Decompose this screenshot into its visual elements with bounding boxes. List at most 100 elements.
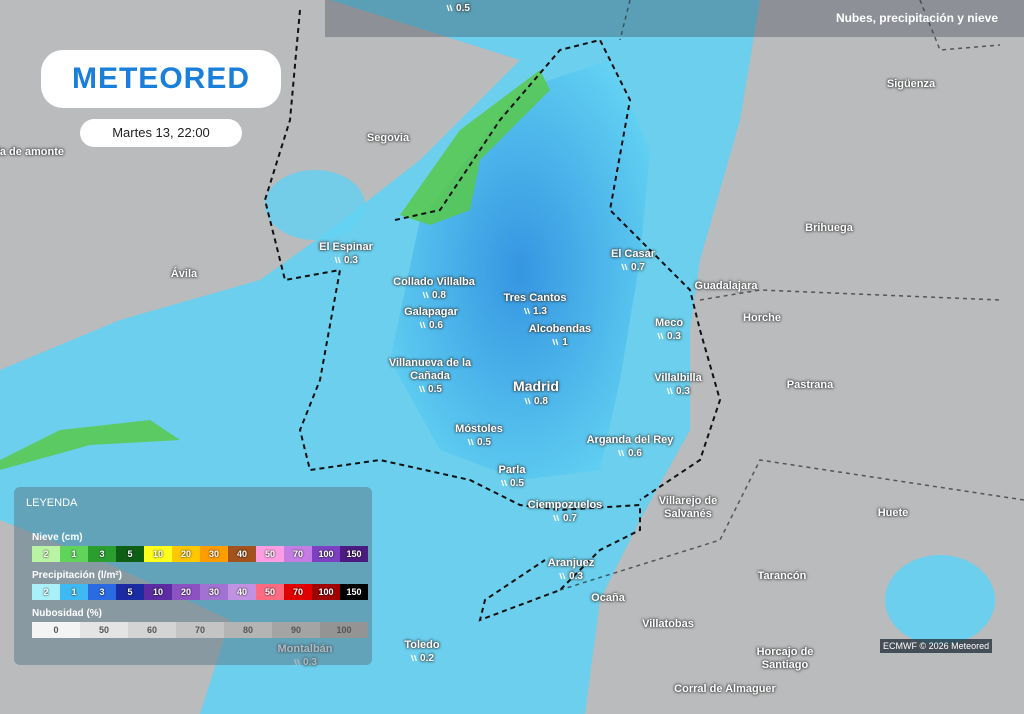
- place-label: Villalbilla 0.3: [654, 372, 702, 398]
- legend-row: 2 1 3 5 10 20 30 40 50 70 100 150: [32, 584, 368, 600]
- place-label: Ávila: [171, 268, 197, 281]
- place-value: 0.7: [611, 261, 655, 274]
- place-label: Sigüenza: [887, 78, 935, 91]
- place-name: El Espinar: [319, 241, 373, 253]
- legend-swatch: 80: [224, 622, 272, 638]
- legend-swatch: 90: [272, 622, 320, 638]
- legend-swatch: 0: [32, 622, 80, 638]
- legend-swatch: 60: [128, 622, 176, 638]
- place-value: 0.6: [587, 447, 674, 460]
- place-name: Alcobendas: [528, 323, 592, 335]
- legend-section: Nubosidad (%) 0 50 60 70 80 90 100: [32, 608, 368, 638]
- place-label: Horche: [743, 312, 781, 325]
- legend: LEYENDA Nieve (cm) 2 1 3 5 10 20 30 40 50 70 100 150 P…: [14, 487, 372, 665]
- legend-title: LEYENDA: [26, 497, 78, 509]
- legend-swatch: 40: [228, 584, 256, 600]
- place-label: Toledo 0.2: [404, 639, 439, 665]
- legend-swatch: 1: [60, 584, 88, 600]
- region-border: [394, 38, 722, 501]
- place-label: Segovia: [367, 132, 409, 145]
- place-label: Villarejo de Salvanés: [641, 495, 736, 521]
- place-value: 0.5: [455, 436, 503, 449]
- place-name: Sigüenza: [886, 78, 936, 90]
- place-label: Villatobas: [642, 618, 694, 631]
- place-label: Ciempozuelos 0.7: [528, 499, 603, 525]
- legend-swatch: 70: [284, 584, 312, 600]
- legend-swatch: 30: [200, 584, 228, 600]
- legend-swatch: 50: [256, 584, 284, 600]
- precip-value: 0.5: [428, 384, 442, 395]
- precip-value: 0.8: [432, 290, 446, 301]
- region-border: [263, 9, 641, 622]
- place-name: Guadalajara: [694, 280, 758, 292]
- place-label: Galapagar 0.6: [404, 306, 458, 332]
- place-name: Villanueva de la Cañada: [388, 357, 472, 382]
- legend-swatch: 3: [88, 546, 116, 562]
- precipitation-area: [265, 170, 365, 240]
- legend-swatch: 50: [256, 546, 284, 562]
- place-value: 1.3: [504, 305, 567, 318]
- legend-swatch: 100: [320, 622, 368, 638]
- place-name: Huete: [877, 507, 909, 519]
- place-label: Brihuega: [805, 222, 853, 235]
- legend-swatch: 5: [116, 546, 144, 562]
- legend-swatch: 150: [340, 546, 368, 562]
- place-value: 1: [529, 336, 591, 349]
- place-value: 0.5: [383, 383, 478, 396]
- place-label: Tres Cantos 1.3: [504, 292, 567, 318]
- precip-value: 0.3: [676, 386, 690, 397]
- precip-value: 0.5: [456, 3, 470, 14]
- precip-value: 0.3: [667, 331, 681, 342]
- legend-swatch: 2: [32, 546, 60, 562]
- place-value: 0.3: [654, 385, 702, 398]
- legend-swatch: 10: [144, 584, 172, 600]
- place-label: El Espinar 0.3: [319, 241, 373, 267]
- place-value: 0.5: [499, 477, 526, 490]
- precip-value: 0.8: [534, 396, 548, 407]
- date: Martes 13, 22:00: [80, 119, 242, 147]
- place-label: Meco 0.3: [655, 317, 683, 343]
- place-label: 0.5: [446, 2, 470, 15]
- place-label: Pastrana: [787, 379, 833, 392]
- legend-swatch: 10: [144, 546, 172, 562]
- legend-section: Nieve (cm) 2 1 3 5 10 20 30 40 50 70 100 150: [32, 532, 368, 562]
- legend-swatch: 70: [284, 546, 312, 562]
- place-value: 0.3: [655, 330, 683, 343]
- legend-section-title: Nieve (cm): [32, 532, 83, 543]
- legend-row: 2 1 3 5 10 20 30 40 50 70 100 150: [32, 546, 368, 562]
- place-label: randa de amonte: [0, 146, 64, 159]
- place-label: Arganda del Rey 0.6: [587, 434, 674, 460]
- precip-value: 0.5: [510, 478, 524, 489]
- legend-swatch: 30: [200, 546, 228, 562]
- legend-swatch: 70: [176, 622, 224, 638]
- place-label: Guadalajara: [695, 280, 758, 293]
- map-title: Nubes, precipitación y nieve: [835, 11, 998, 25]
- snow-area: [0, 420, 180, 470]
- precip-value: 1.3: [533, 306, 547, 317]
- precipitation-core: [390, 60, 650, 480]
- precip-value: 0.5: [477, 437, 491, 448]
- place-label: Collado Villalba 0.8: [393, 276, 475, 302]
- place-label: Alcobendas 1: [529, 323, 591, 349]
- logo: METEORED: [41, 50, 281, 108]
- place-name: Toledo: [404, 639, 440, 651]
- legend-swatch: 50: [80, 622, 128, 638]
- place-label: Aranjuez 0.3: [548, 557, 594, 583]
- place-value: 0.8: [513, 394, 559, 410]
- precip-value: 0.3: [569, 571, 583, 582]
- place-name: randa de amonte: [0, 146, 65, 158]
- place-label: Parla 0.5: [499, 464, 526, 490]
- place-name: Tres Cantos: [503, 292, 567, 304]
- place-name: Brihuega: [805, 222, 853, 234]
- place-label: Huete: [878, 507, 909, 520]
- place-name: Ávila: [170, 268, 198, 280]
- place-value: 0.7: [528, 512, 603, 525]
- place-name: Meco: [654, 317, 684, 329]
- legend-swatch: 2: [32, 584, 60, 600]
- place-label: Tarancón: [758, 570, 807, 583]
- place-value: 0.2: [404, 652, 439, 665]
- place-label: Madrid 0.8: [513, 378, 559, 410]
- place-label: El Casar 0.7: [611, 248, 655, 274]
- place-name: Horcajo de Santiago: [756, 646, 814, 671]
- place-label: Ocaña: [591, 592, 625, 605]
